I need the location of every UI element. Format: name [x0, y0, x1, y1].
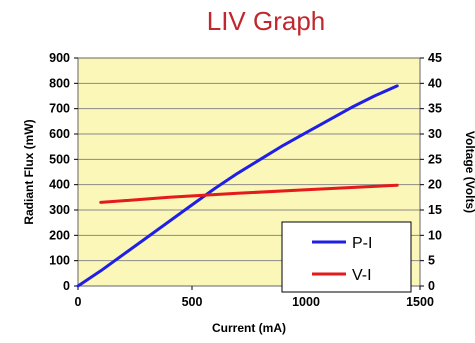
- x-axis-label: Current (mA): [212, 321, 286, 335]
- x-tick-label: 1000: [292, 295, 320, 309]
- series-line-v-i: [99, 183, 399, 204]
- right-tick-label: 45: [428, 51, 442, 65]
- left-tick-label: 500: [49, 152, 70, 166]
- left-tick-label: 100: [49, 254, 70, 268]
- legend: P-I V-I: [281, 221, 412, 293]
- right-tick-label: 30: [428, 127, 442, 141]
- chart-title: LIV Graph: [207, 6, 326, 36]
- series-lines: [76, 84, 399, 288]
- right-tick-label: 0: [428, 279, 435, 293]
- left-tick-label: 800: [49, 76, 70, 90]
- legend-label-p-i: P-I: [352, 235, 372, 252]
- series-line-p-i: [76, 84, 399, 288]
- right-axis-label: Voltage (Volts): [463, 131, 475, 213]
- left-tick-label: 0: [63, 279, 70, 293]
- gridlines: [78, 82, 420, 262]
- legend-box: [281, 221, 412, 293]
- left-axis-label: Radiant Flux (mW): [22, 119, 36, 224]
- plot-border: [77, 57, 421, 287]
- x-axis-ticks: 0 500 1000 1500: [75, 286, 434, 309]
- left-tick-label: 700: [49, 102, 70, 116]
- left-tick-label: 200: [49, 228, 70, 242]
- right-tick-label: 5: [428, 254, 435, 268]
- right-tick-label: 20: [428, 178, 442, 192]
- left-tick-label: 400: [49, 178, 70, 192]
- right-tick-label: 25: [428, 152, 442, 166]
- right-tick-label: 10: [428, 228, 442, 242]
- left-tick-label: 900: [49, 51, 70, 65]
- left-axis-ticks: 0 100 200 300 400 500 600 700 800 900: [49, 51, 78, 293]
- legend-label-v-i: V-I: [352, 267, 372, 284]
- right-tick-label: 15: [428, 203, 442, 217]
- right-tick-label: 35: [428, 102, 442, 116]
- x-tick-label: 0: [75, 295, 82, 309]
- right-axis-ticks: 0 5 10 15 20 25 30 35 40 45: [420, 51, 442, 293]
- x-tick-label: 500: [182, 295, 203, 309]
- x-tick-label: 1500: [406, 295, 434, 309]
- left-tick-label: 600: [49, 127, 70, 141]
- left-tick-label: 300: [49, 203, 70, 217]
- right-tick-label: 40: [428, 76, 442, 90]
